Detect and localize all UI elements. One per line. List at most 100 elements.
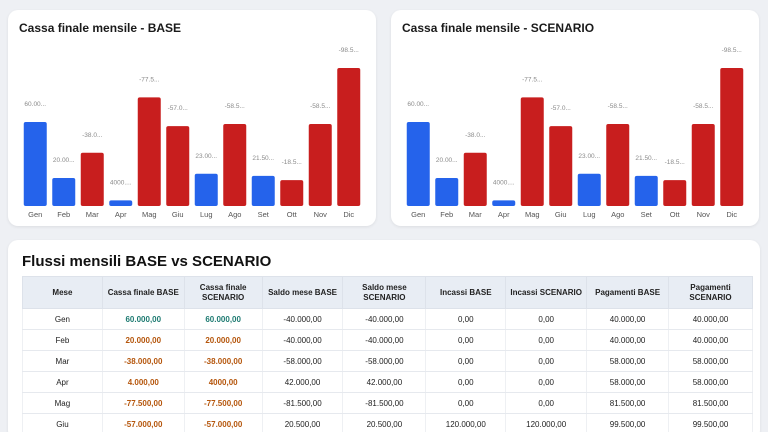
bar-value-label: 23.00... — [578, 153, 600, 160]
table-title: Flussi mensili BASE vs SCENARIO — [22, 253, 272, 270]
bar-mar[interactable] — [80, 152, 104, 206]
header-pagamenti-scenario[interactable]: Pagamenti SCENARIO — [668, 276, 753, 309]
bar-lug[interactable] — [577, 173, 601, 206]
bar-feb[interactable] — [52, 177, 76, 206]
cell-saldo-scenario: -81.500,00 — [342, 392, 427, 414]
header-saldo-scenario[interactable]: Saldo mese SCENARIO — [342, 276, 427, 309]
cell-pagamenti-scenario: 99.500,00 — [668, 413, 753, 432]
bar-value-label: 4000.... — [493, 179, 515, 186]
cell-mese: Apr — [22, 371, 103, 393]
bar-apr[interactable] — [492, 200, 516, 206]
x-tick-label: Gen — [411, 210, 425, 219]
bar-mag[interactable] — [137, 97, 161, 206]
cell-saldo-scenario: -40.000,00 — [342, 329, 427, 351]
bar-value-label: 60.00... — [24, 101, 46, 108]
table-row: Feb 20.000,00 20.000,00 -40.000,00 -40.000,0… — [22, 329, 753, 351]
table-row: Mar -38.000,00 -38.000,00 -58.000,00 -58.000… — [22, 350, 753, 372]
bar-mar[interactable] — [463, 152, 487, 206]
bar-gen[interactable] — [23, 121, 47, 206]
cell-cassa-scenario: 20.000,00 — [183, 329, 263, 351]
cell-pagamenti-scenario: 40.000,00 — [668, 329, 753, 351]
header-cassa-scenario[interactable]: Cassa finale SCENARIO — [183, 276, 263, 309]
bar-chart-base: 60.00... Gen 20.00... Feb -38.0... Mar 4000...… — [23, 47, 361, 219]
header-cassa-base[interactable]: Cassa finale BASE — [101, 276, 185, 309]
cell-mese: Mar — [22, 350, 103, 372]
x-tick-label: Mag — [525, 210, 540, 219]
table-row: Giu -57.000,00 -57.000,00 20.500,00 20.500,0… — [22, 413, 753, 432]
cell-cassa-base: -38.000,00 — [101, 350, 185, 372]
bar-mag[interactable] — [520, 97, 544, 206]
cell-incassi-base: 0,00 — [425, 371, 507, 393]
bar-set[interactable] — [634, 175, 658, 206]
cell-saldo-base: -40.000,00 — [261, 308, 344, 330]
table-row: Gen 60.000,00 60.000,00 -40.000,00 -40.000,0… — [22, 308, 753, 330]
header-pagamenti-base[interactable]: Pagamenti BASE — [586, 276, 670, 309]
header-mese[interactable]: Mese — [22, 276, 103, 309]
bar-ago[interactable] — [223, 124, 247, 206]
cell-incassi-scenario: 0,00 — [505, 329, 588, 351]
bar-ott[interactable] — [663, 180, 687, 206]
bar-gen[interactable] — [406, 121, 430, 206]
cell-saldo-scenario: -58.000,00 — [342, 350, 427, 372]
cell-incassi-base: 120.000,00 — [425, 413, 507, 432]
header-saldo-base[interactable]: Saldo mese BASE — [261, 276, 344, 309]
x-tick-label: Giu — [555, 210, 567, 219]
cell-cassa-scenario: 4000,00 — [183, 371, 263, 393]
x-tick-label: Lug — [583, 210, 596, 219]
bar-chart-scenario: 60.00... Gen 20.00... Feb -38.0... Mar 4000...… — [406, 47, 744, 219]
bar-lug[interactable] — [194, 173, 218, 206]
bar-value-label: 21.50... — [252, 155, 274, 162]
cell-cassa-base: 60.000,00 — [101, 308, 185, 330]
bar-dic[interactable] — [720, 68, 744, 206]
bar-value-label: -58.5... — [310, 103, 330, 110]
cell-pagamenti-base: 81.500,00 — [586, 392, 670, 414]
cell-incassi-scenario: 0,00 — [505, 350, 588, 372]
bar-value-label: -57.0... — [168, 105, 188, 112]
cell-cassa-scenario: -57.000,00 — [183, 413, 263, 432]
chart-card-scenario: Cassa finale mensile - SCENARIO 60.00...… — [391, 10, 759, 226]
bar-value-label: 20.00... — [53, 157, 75, 164]
cell-saldo-base: 42.000,00 — [261, 371, 344, 393]
cell-cassa-base: -77.500,00 — [101, 392, 185, 414]
cell-incassi-base: 0,00 — [425, 329, 507, 351]
bar-set[interactable] — [251, 175, 275, 206]
bar-dic[interactable] — [337, 68, 361, 206]
x-tick-label: Mar — [86, 210, 99, 219]
cell-incassi-scenario: 120.000,00 — [505, 413, 588, 432]
bar-value-label: 20.00... — [436, 157, 458, 164]
bar-nov[interactable] — [691, 124, 715, 206]
cell-saldo-base: -81.500,00 — [261, 392, 344, 414]
cell-pagamenti-base: 40.000,00 — [586, 308, 670, 330]
bar-ago[interactable] — [606, 124, 630, 206]
bar-value-label: 23.00... — [195, 153, 217, 160]
bar-value-label: -18.5... — [282, 159, 302, 166]
table-card: Flussi mensili BASE vs SCENARIO Mese Cas… — [8, 240, 760, 432]
cell-mese: Mag — [22, 392, 103, 414]
x-tick-label: Apr — [498, 210, 510, 219]
bar-apr[interactable] — [109, 200, 133, 206]
bar-giu[interactable] — [166, 126, 190, 206]
x-tick-label: Feb — [57, 210, 70, 219]
cell-saldo-scenario: 42.000,00 — [342, 371, 427, 393]
table-header-row: Mese Cassa finale BASE Cassa finale SCEN… — [22, 276, 753, 309]
cell-pagamenti-base: 58.000,00 — [586, 350, 670, 372]
table-row: Apr 4.000,00 4000,00 42.000,00 42.000,00 0,00… — [22, 371, 753, 393]
bar-value-label: -58.5... — [693, 103, 713, 110]
x-tick-label: Lug — [200, 210, 213, 219]
bar-ott[interactable] — [280, 180, 304, 206]
bar-giu[interactable] — [549, 126, 573, 206]
bar-value-label: -38.0... — [465, 132, 485, 139]
cell-incassi-base: 0,00 — [425, 350, 507, 372]
bar-feb[interactable] — [435, 177, 459, 206]
x-tick-label: Ago — [611, 210, 624, 219]
flows-table: Mese Cassa finale BASE Cassa finale SCEN… — [22, 276, 753, 432]
header-incassi-base[interactable]: Incassi BASE — [425, 276, 507, 309]
header-incassi-scenario[interactable]: Incassi SCENARIO — [505, 276, 588, 309]
cell-pagamenti-scenario: 40.000,00 — [668, 308, 753, 330]
cell-cassa-scenario: -77.500,00 — [183, 392, 263, 414]
x-tick-label: Giu — [172, 210, 184, 219]
x-tick-label: Dic — [726, 210, 737, 219]
bar-nov[interactable] — [308, 124, 332, 206]
cell-pagamenti-scenario: 58.000,00 — [668, 350, 753, 372]
cell-incassi-scenario: 0,00 — [505, 371, 588, 393]
